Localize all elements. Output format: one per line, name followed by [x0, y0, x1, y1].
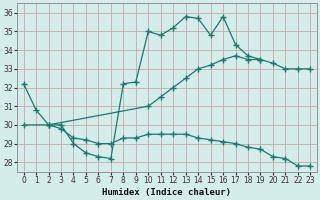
X-axis label: Humidex (Indice chaleur): Humidex (Indice chaleur)	[102, 188, 231, 197]
